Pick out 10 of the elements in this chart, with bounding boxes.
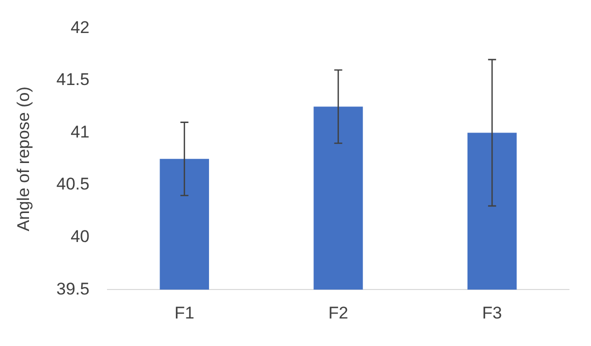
y-tick-label: 40: [70, 227, 90, 246]
y-tick-label: 39.5: [56, 279, 90, 298]
x-tick-label: F1: [174, 303, 194, 322]
y-tick-label: 40.5: [56, 174, 90, 194]
x-tick-label: F3: [482, 303, 502, 322]
y-tick-label: 42: [70, 18, 90, 37]
y-tick-label: 41.5: [56, 70, 90, 90]
y-tick-label: 41: [70, 122, 90, 142]
y-axis-title: Angle of repose (o): [14, 86, 33, 232]
x-tick-label: F2: [328, 303, 348, 322]
